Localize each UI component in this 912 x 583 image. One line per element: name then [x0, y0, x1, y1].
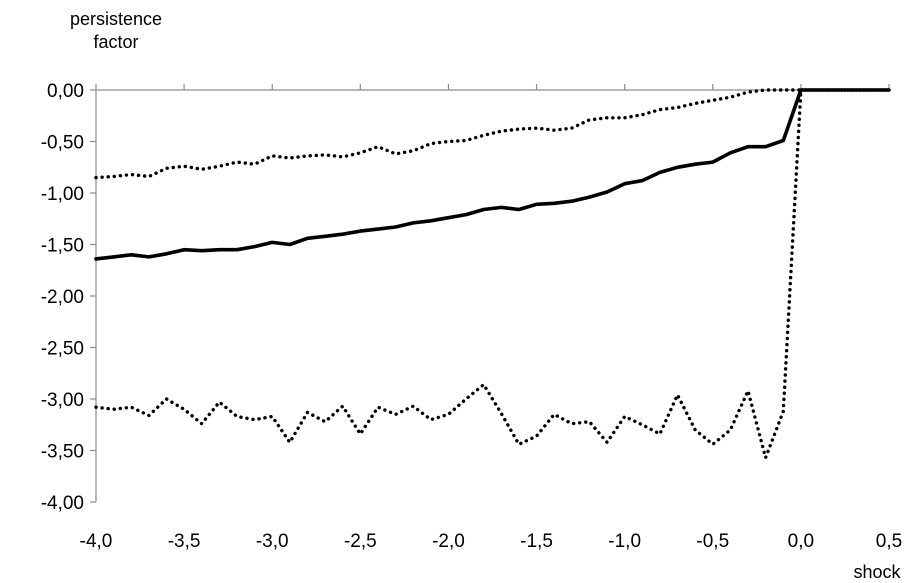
x-tick-label: -2,5	[344, 531, 377, 552]
x-tick-label: -4,0	[80, 531, 113, 552]
series-upper-bound-line	[94, 88, 891, 180]
y-tick-label: -4,00	[41, 493, 84, 514]
y-tick-label: -3,00	[41, 390, 84, 411]
y-tick-label: 0,00	[47, 81, 84, 102]
y-tick-label: -3,50	[41, 442, 84, 463]
y-tick-label: -2,00	[41, 287, 84, 308]
ticks	[90, 84, 890, 503]
y-tick-label: -0,50	[41, 133, 84, 154]
y-axis-title-line-1: persistence	[70, 9, 162, 29]
x-tick-label: -1,0	[608, 531, 641, 552]
x-tick-label: -2,0	[432, 531, 465, 552]
x-tick-label: -3,5	[168, 531, 201, 552]
x-axis-title: shock	[853, 562, 901, 582]
y-axis-title-line-2: factor	[93, 32, 138, 52]
y-tick-label: -1,50	[41, 236, 84, 257]
x-tick-label: -1,5	[520, 531, 553, 552]
series-mean-line	[94, 88, 891, 261]
x-tick-label: 0,0	[788, 531, 814, 552]
y-axis-title: persistence factor	[70, 9, 162, 52]
series-lower-bound-line	[94, 88, 891, 460]
x-tick-label: 0,5	[876, 531, 902, 552]
axes	[95, 89, 889, 502]
series-lines	[94, 88, 891, 460]
x-tick-label: -0,5	[696, 531, 729, 552]
tick-labels: 0,00 -0,50 -1,00 -1,50 -2,00 -2,50 -3,00 -3,50 -…	[41, 81, 903, 552]
y-tick-label: -2,50	[41, 339, 84, 360]
y-tick-label: -1,00	[41, 184, 84, 205]
x-tick-label: -3,0	[256, 531, 289, 552]
